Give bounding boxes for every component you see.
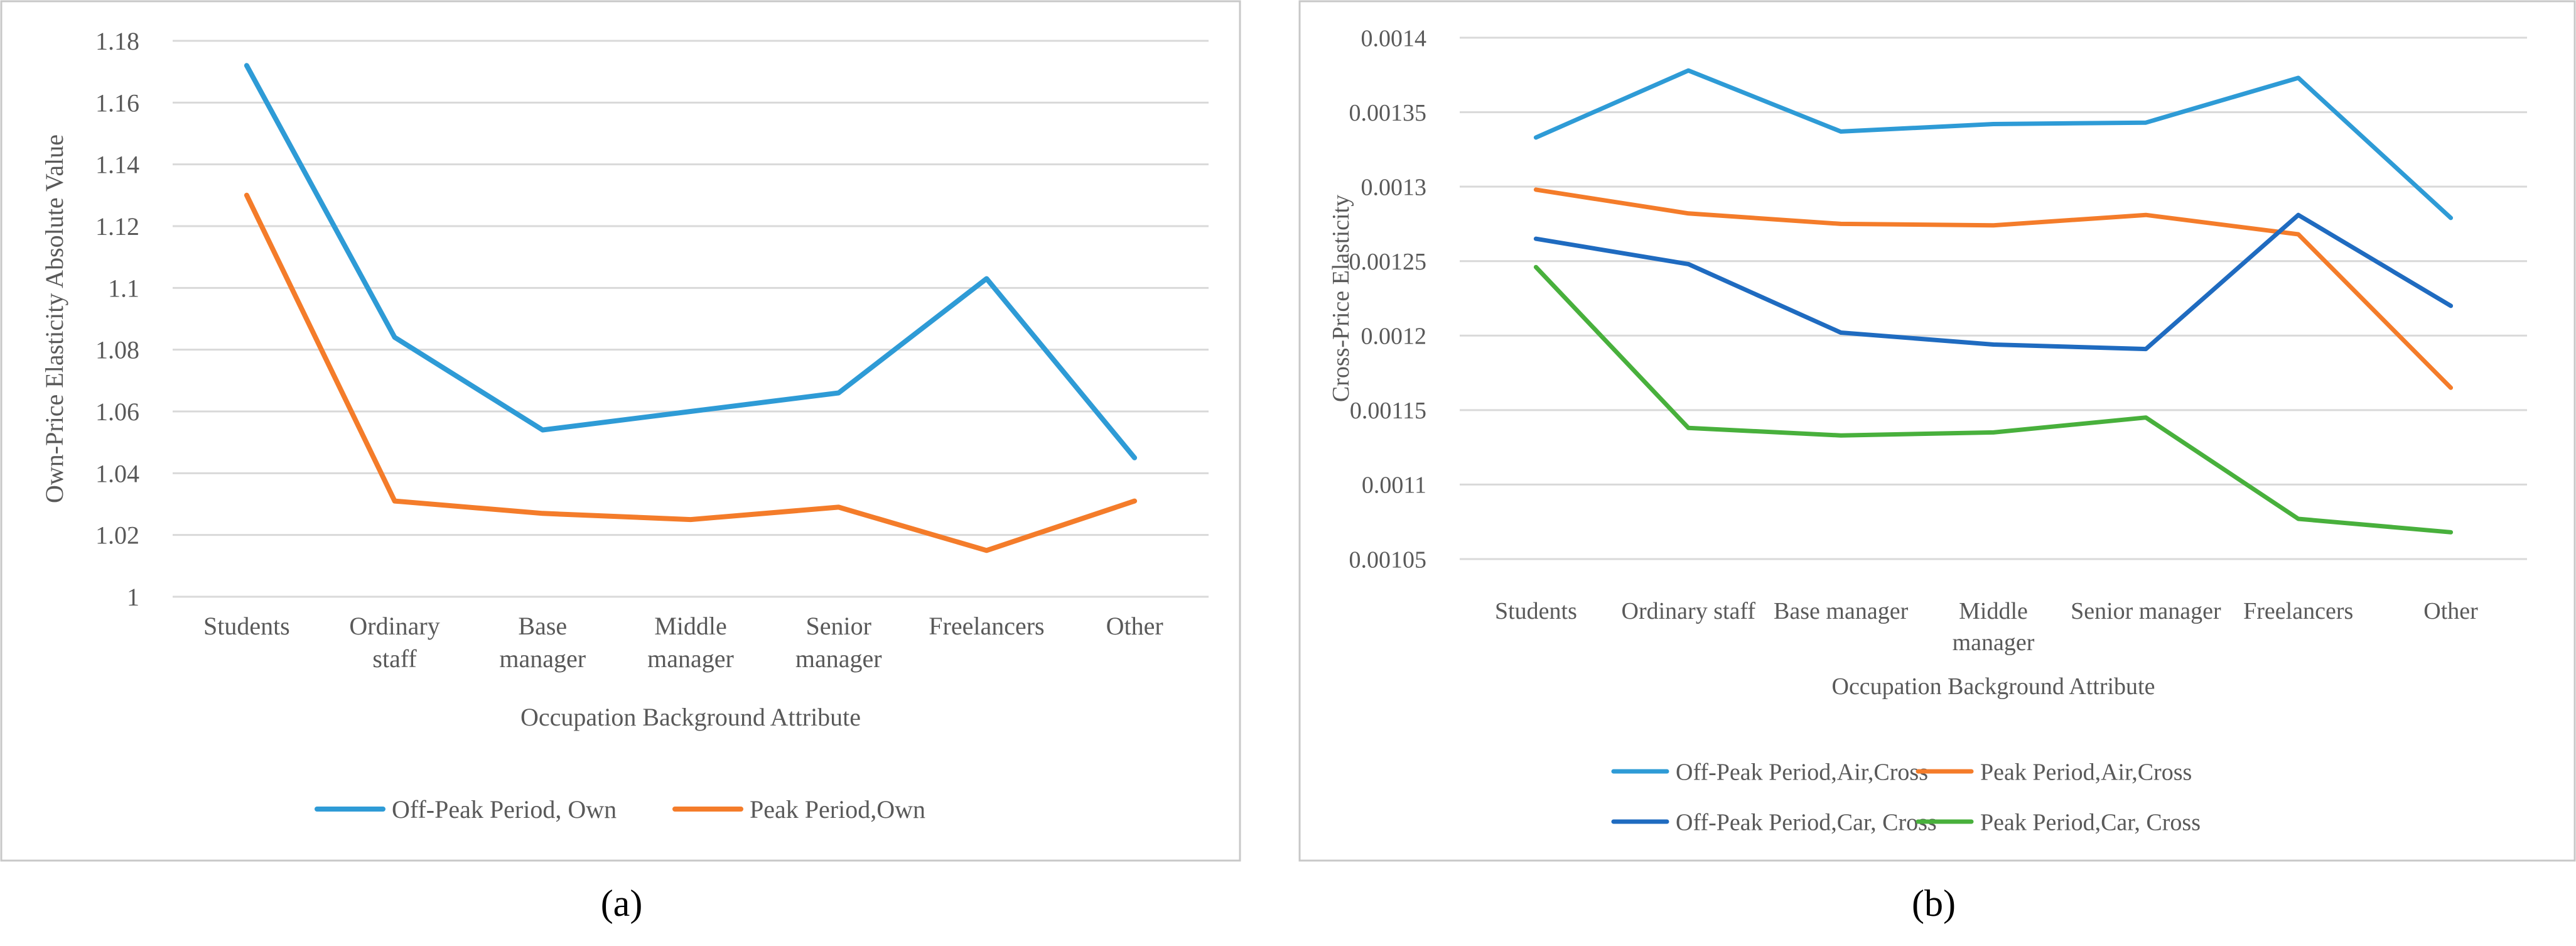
y-tick-label: 1.12 [95, 212, 139, 241]
x-tick-label: Freelancers [929, 612, 1044, 640]
series-line-4 [1533, 264, 2454, 535]
x-tick-label: Middle manager [1953, 598, 2035, 656]
x-tick-label: Ordinary staff [1622, 598, 1756, 624]
y-tick-label: 1.1 [108, 274, 139, 302]
legend-label: Off-Peak Period, Own [392, 795, 617, 824]
y-tick-label: 0.0011 [1362, 472, 1426, 499]
panel-b-frame [1298, 0, 2576, 862]
y-tick-label: 1.06 [95, 398, 139, 426]
y-axis-title: Own-Price Elasticity Absolute Value [40, 134, 68, 503]
x-tick-label: Senior manager [795, 612, 882, 673]
x-tick-label: Students [1495, 598, 1577, 624]
x-tick-label: Other [2423, 598, 2478, 624]
legend-label: Off-Peak Period,Air,Cross [1676, 759, 1928, 785]
y-tick-label: 1.08 [95, 336, 139, 364]
series-line-2 [1533, 187, 2454, 390]
y-tick-label: 0.0013 [1361, 174, 1427, 200]
x-axis-title: Occupation Background Attribute [1832, 673, 2155, 700]
x-tick-label: Ordinary staff [349, 612, 439, 673]
y-tick-label: 0.00105 [1349, 546, 1427, 573]
chart-panel-b: 0.00105 0.0011 0.00115 0.0012 0.00125 0.0013 0… [1328, 25, 2527, 835]
series-line-3 [1533, 212, 2454, 352]
y-tick-label: 1.04 [95, 459, 139, 487]
legend-label: Peak Period,Car, Cross [1980, 809, 2201, 835]
series-line-1 [244, 63, 1138, 460]
y-tick-label: 1.02 [95, 521, 139, 550]
chart-panel-a: 1 1.02 1.04 1.06 1.08 1.1 1.12 1.14 1.16 1.18 Stud… [40, 27, 1209, 824]
y-tick-label: 1.16 [95, 89, 139, 117]
panel-a-caption: (a) [601, 883, 643, 924]
x-tick-label: Base manager [1774, 598, 1909, 624]
x-tick-label: Freelancers [2243, 598, 2353, 624]
y-tick-label: 1.18 [95, 27, 139, 55]
legend-label: Peak Period,Air,Cross [1980, 759, 2192, 785]
x-axis-title: Occupation Background Attribute [520, 703, 861, 731]
y-axis-title: Cross-Price Elasticity [1328, 195, 1354, 402]
x-tick-label: Middle manager [647, 612, 734, 673]
series-line-2 [244, 192, 1138, 553]
y-tick-label: 0.0014 [1361, 25, 1427, 52]
x-tick-label: Students [203, 612, 290, 640]
x-tick-label: Senior manager [2071, 598, 2221, 624]
legend-label: Peak Period,Own [750, 795, 925, 824]
y-tick-label: 1.14 [95, 151, 139, 179]
x-tick-label: Base manager [499, 612, 586, 673]
panel-a-frame [0, 0, 1241, 862]
y-tick-label: 0.00115 [1350, 398, 1426, 424]
y-tick-label: 1 [127, 583, 139, 611]
y-tick-label: 0.0012 [1361, 323, 1427, 350]
panel-b-caption: (b) [1912, 883, 1956, 924]
y-tick-label: 0.00135 [1349, 100, 1427, 126]
legend-label: Off-Peak Period,Car, Cross [1676, 809, 1937, 835]
x-tick-label: Other [1106, 612, 1163, 640]
y-tick-label: 0.00125 [1349, 249, 1427, 275]
series-line-1 [1533, 68, 2454, 220]
